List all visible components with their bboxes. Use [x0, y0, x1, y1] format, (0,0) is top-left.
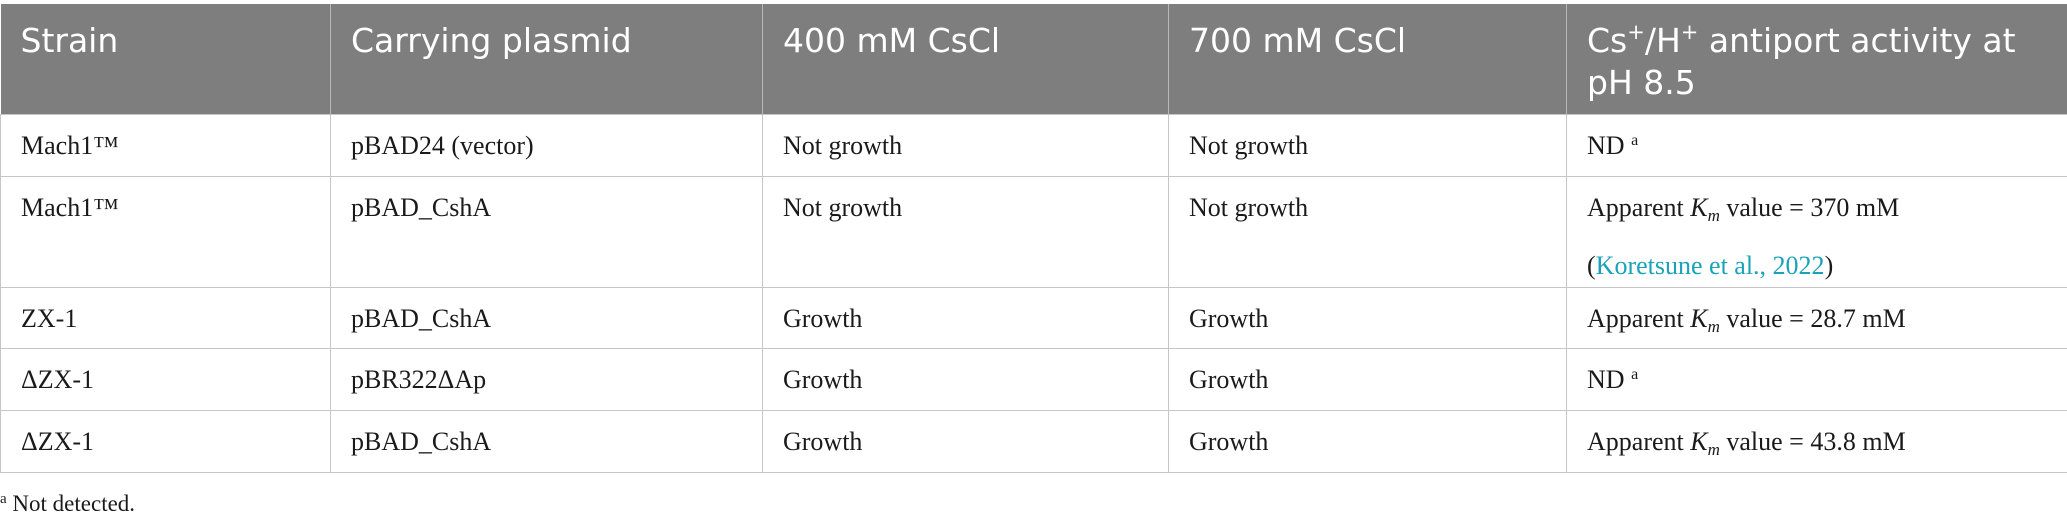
footnote-text: Not detected. [6, 491, 136, 516]
cell-400mm: Not growth [762, 175, 1169, 288]
citation-line: (Koretsune et al., 2022) [1587, 247, 2047, 285]
km-symbol: Km [1690, 426, 1720, 459]
cell-700mm: Not growth [1168, 113, 1567, 177]
km-letter: K [1690, 303, 1708, 333]
cell-plasmid: pBR322ΔAp [330, 347, 763, 411]
cell-400mm: Growth [762, 286, 1169, 349]
cell-700mm: Growth [1168, 347, 1567, 411]
table-footnote: a Not detected. [0, 489, 135, 519]
table-row: Mach1™ pBAD24 (vector) Not growth Not gr… [0, 113, 2067, 177]
cell-400mm: Growth [762, 347, 1169, 411]
header-activity-h: /H [1644, 21, 1681, 60]
footnote-marker: a [1631, 365, 1639, 383]
activity-prefix: Apparent [1587, 192, 1684, 222]
km-subscript: m [1707, 205, 1720, 225]
header-activity-sup-2: + [1680, 20, 1699, 44]
footnote-marker: a [1631, 131, 1639, 149]
table-row: Mach1™ pBAD_CshA Not growth Not growth A… [0, 175, 2067, 288]
activity-prefix: Apparent [1587, 303, 1684, 333]
header-strain: Strain [20, 21, 119, 60]
header-carrying-plasmid: Carrying plasmid [330, 4, 763, 114]
cell-activity: ND a [1566, 347, 2067, 411]
header-700mm-cscl: 700 mM CsCl [1168, 4, 1567, 114]
activity-value: value = 28.7 mM [1726, 303, 1906, 333]
cell-plasmid: pBAD24 (vector) [330, 113, 763, 177]
footnote-marker: a [0, 491, 7, 507]
cell-700mm: Growth [1168, 409, 1567, 473]
cell-700mm: Growth [1168, 286, 1567, 349]
table-row: ZX-1 pBAD_CshA Growth Growth Apparent Km… [0, 286, 2067, 349]
km-symbol: Km [1690, 192, 1720, 225]
table-header: Strain Carrying plasmid 400 mM CsCl 700 … [0, 4, 2067, 114]
activity-prefix: Apparent [1587, 426, 1684, 456]
strain-table: Strain Carrying plasmid 400 mM CsCl 700 … [0, 4, 2067, 473]
km-letter: K [1690, 192, 1708, 222]
cell-activity: Apparent Km value = 370 mM (Koretsune et … [1566, 175, 2067, 288]
table-row: ΔZX-1 pBR322ΔAp Growth Growth ND a [0, 347, 2067, 411]
km-subscript: m [1707, 316, 1720, 336]
cell-plasmid: pBAD_CshA [330, 286, 763, 349]
citation-close: ) [1824, 250, 1834, 280]
cell-activity: Apparent Km value = 43.8 mM [1566, 409, 2067, 473]
cell-strain: Mach1™ [0, 113, 331, 177]
header-activity-sup-1: + [1627, 20, 1645, 44]
km-subscript: m [1707, 439, 1720, 459]
table-row: ΔZX-1 pBAD_CshA Growth Growth Apparent K… [0, 409, 2067, 473]
cell-activity: ND a [1566, 113, 2067, 177]
table-body: Mach1™ pBAD24 (vector) Not growth Not gr… [0, 113, 2067, 473]
cell-strain: ΔZX-1 [0, 409, 331, 473]
activity-value: ND [1587, 130, 1625, 160]
cell-400mm: Growth [762, 409, 1169, 473]
header-activity-cs: Cs [1587, 21, 1628, 60]
cell-activity: Apparent Km value = 28.7 mM [1566, 286, 2067, 349]
header-400mm-cscl: 400 mM CsCl [762, 4, 1169, 114]
cell-700mm: Not growth [1168, 175, 1567, 288]
citation-open: ( [1587, 250, 1596, 280]
activity-value: value = 370 mM [1726, 192, 1900, 222]
activity-value: value = 43.8 mM [1726, 426, 1906, 456]
cell-plasmid: pBAD_CshA [330, 175, 763, 288]
cell-strain: Mach1™ [0, 175, 331, 288]
km-letter: K [1690, 426, 1708, 456]
km-symbol: Km [1690, 303, 1720, 336]
activity-value: ND [1587, 364, 1625, 394]
cell-strain: ΔZX-1 [0, 347, 331, 411]
header-activity-rest: antiport activity at pH 8.5 [1587, 21, 2016, 102]
cell-plasmid: pBAD_CshA [330, 409, 763, 473]
citation-link[interactable]: Koretsune et al., 2022 [1595, 250, 1825, 280]
header-antiport-activity: Cs+/H+ antiport activity at pH 8.5 [1566, 4, 2067, 114]
header-row: Strain Carrying plasmid 400 mM CsCl 700 … [0, 4, 2067, 114]
cell-strain: ZX-1 [0, 286, 331, 349]
cell-400mm: Not growth [762, 113, 1169, 177]
